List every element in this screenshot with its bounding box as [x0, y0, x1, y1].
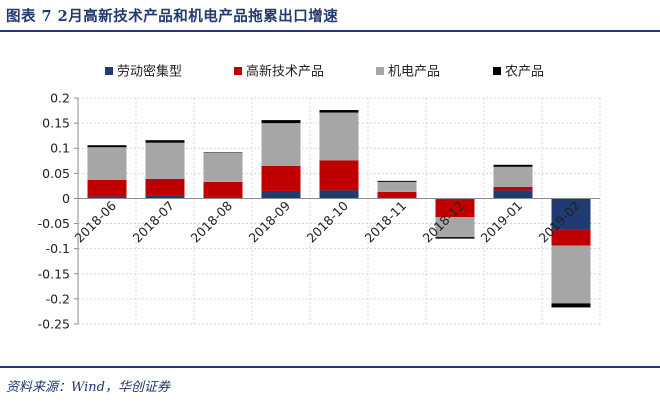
bar-segment	[203, 181, 243, 197]
bar-segment	[145, 140, 185, 143]
y-tick-label: 0.2	[50, 91, 70, 106]
y-tick-label: -0.2	[46, 291, 70, 306]
bar-segment	[551, 198, 591, 230]
x-tick-label: 2018-07	[130, 198, 178, 246]
y-tick-labels: 0.2 0.15 0.1 0.05 0 -0.05 -0.1 -0.15 -0.2 -0.25	[38, 91, 70, 332]
y-tick-label: 0.1	[50, 141, 70, 156]
legend: 劳动密集型 高新技术产品 机电产品 农产品	[105, 64, 544, 80]
bar-segment	[319, 160, 359, 191]
y-tick-label: -0.25	[38, 317, 70, 332]
bar-segment	[435, 237, 475, 239]
bar-segment	[319, 112, 359, 161]
bar-segment	[87, 145, 127, 148]
bar-segment	[377, 191, 417, 198]
source-rule	[0, 366, 660, 368]
source-note: 资料来源：Wind，华创证券	[6, 380, 170, 395]
bar-segment	[203, 152, 243, 153]
legend-label: 机电产品	[388, 65, 440, 80]
y-tick-label: 0.05	[42, 166, 70, 181]
legend-swatch	[105, 67, 113, 75]
bar-segment	[435, 198, 475, 200]
legend-label: 高新技术产品	[246, 64, 324, 80]
x-tick-label: 2018-10	[304, 198, 352, 246]
bar-segment	[87, 147, 127, 180]
bar-segment	[145, 195, 185, 199]
x-tick-labels: 2018-06 2018-07 2018-08 2018-09 2018-10 2018-…	[72, 198, 584, 246]
bar-segment	[319, 110, 359, 113]
bar-segment	[493, 186, 533, 191]
bar-segment	[203, 152, 243, 182]
bar-segment	[551, 303, 591, 308]
y-tick-label: 0	[62, 191, 70, 206]
bars	[87, 110, 591, 308]
bar-segment	[261, 165, 301, 191]
bar-segment	[551, 229, 591, 246]
legend-label: 农产品	[505, 65, 544, 80]
bar-segment	[87, 179, 127, 197]
bar-segment	[203, 196, 243, 199]
x-tick-label: 2018-06	[72, 198, 120, 246]
bar-segment	[493, 190, 533, 199]
bar-segment	[435, 217, 475, 238]
bar-segment	[377, 180, 417, 182]
figure-title: 图表 7 2月高新技术产品和机电产品拖累出口增速	[6, 8, 339, 25]
stacked-bar-chart: 劳动密集型 高新技术产品 机电产品 农产品 0.2 0.15 0.1 0.05 0 -0.05 -…	[38, 64, 601, 332]
bar-segment	[377, 197, 417, 199]
x-tick-label: 2018-08	[188, 198, 236, 246]
title-rule	[0, 30, 660, 32]
bar-segment	[435, 199, 475, 218]
bar-segment	[551, 245, 591, 304]
bar-segment	[493, 166, 533, 187]
y-tick-label: -0.1	[46, 241, 70, 256]
axes	[74, 97, 600, 325]
x-tick-label: 2019-01	[478, 198, 526, 246]
y-tick-label: -0.05	[38, 216, 70, 231]
bar-segment	[87, 196, 127, 199]
x-tick-label: 2018-09	[246, 198, 294, 246]
bar-segment	[261, 123, 301, 166]
y-tick-label: -0.15	[38, 266, 70, 281]
legend-swatch	[493, 67, 501, 75]
bar-segment	[377, 181, 417, 192]
bar-segment	[319, 190, 359, 199]
bar-segment	[145, 142, 185, 179]
bar-segment	[261, 190, 301, 199]
legend-swatch	[376, 67, 384, 75]
bar-segment	[493, 164, 533, 167]
legend-swatch	[234, 67, 242, 75]
y-tick-label: 0.15	[42, 116, 70, 131]
bar-segment	[261, 120, 301, 124]
legend-label: 劳动密集型	[117, 64, 182, 80]
x-tick-label: 2018-11	[362, 198, 410, 246]
bar-segment	[145, 178, 185, 196]
